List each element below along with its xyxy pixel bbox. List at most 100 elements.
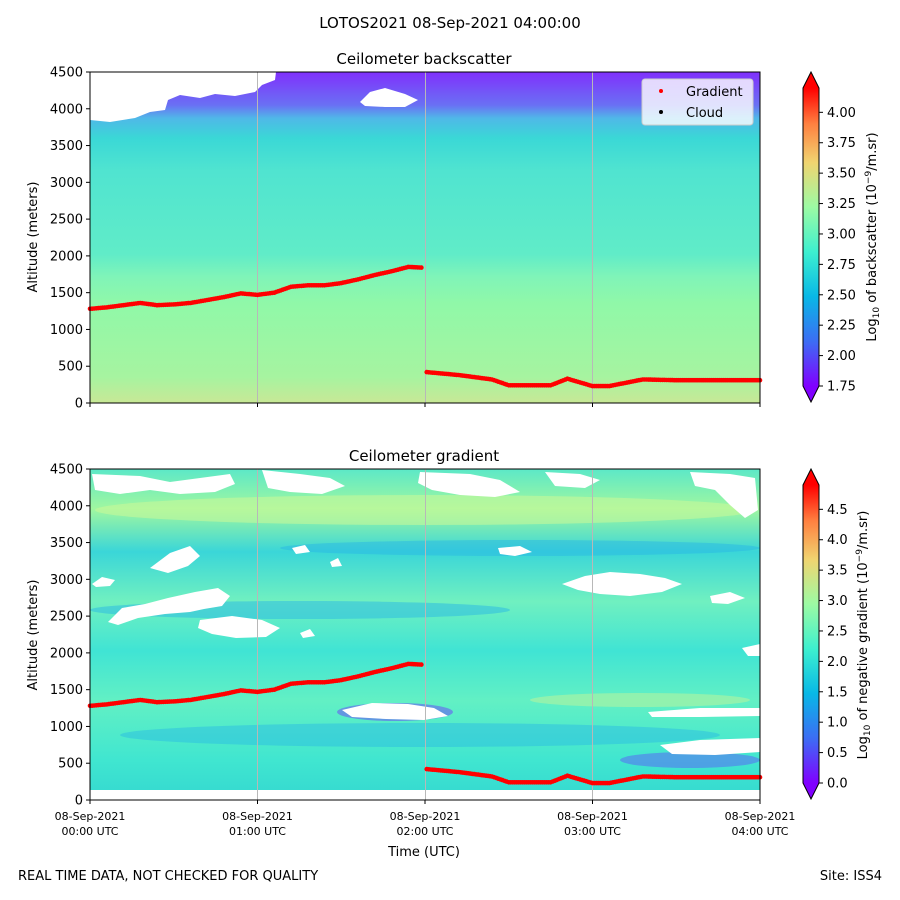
colorbar-tick-label: 2.5 [827,624,848,639]
colorbar-tick-label: 0.5 [827,746,848,761]
y-tick-label: 3000 [50,573,83,588]
figure-title: LOTOS2021 08-Sep-2021 04:00:00 [319,14,581,32]
colorbar-tick-label: 3.25 [827,197,856,212]
top-y-axis-label: Altitude (meters) [26,182,41,293]
top-y-axis: 0 500 1000 1500 2000 2500 3000 3500 4000 4500 [50,66,90,412]
y-tick-label: 1500 [50,286,83,301]
y-tick-label: 3000 [50,176,83,191]
x-tick-label-time: 01:00 UTC [229,825,286,838]
missing-data-region [342,703,448,720]
gridline-v [425,72,426,403]
x-tick-label-time: 04:00 UTC [731,825,788,838]
y-tick-label: 0 [75,794,83,809]
colorbar-tick-label: 1.5 [827,685,848,700]
colorbar-tick-label: 0.0 [827,777,848,792]
y-tick-label: 2000 [50,646,83,661]
gradient-series-bottom [87,661,763,786]
y-tick-label: 4500 [50,66,83,81]
colorbar-tick-label: 3.75 [827,136,856,151]
y-tick-label: 3500 [50,139,83,154]
colorbar-extend-max [803,469,819,485]
missing-data-region [300,629,315,638]
gridline-v [425,469,426,800]
colorbar-extend-min [803,783,819,799]
x-tick-label-date: 08-Sep-2021 [557,810,628,823]
colorbar-tick-label: 4.0 [827,533,848,548]
colorbar-tick-label: 3.50 [827,167,856,182]
legend-label-gradient: Gradient [686,85,743,100]
missing-data-region [292,545,310,554]
y-tick-label: 2500 [50,610,83,625]
missing-data-region [150,546,200,573]
y-tick-label: 0 [75,397,83,412]
top-colorbar-label: Log10 of backscatter (10−9/m.sr) [864,132,882,341]
top-x-ticks [89,403,761,407]
y-tick-label: 4000 [50,102,83,117]
legend-marker-gradient [659,89,663,93]
top-panel-title: Ceilometer backscatter [336,50,512,68]
missing-data-region [742,644,760,656]
colorbar-tick-label: 3.00 [827,227,856,242]
band-dark [120,723,720,747]
y-tick-label: 3500 [50,536,83,551]
bottom-colorbar-label: Log10 of negative gradient (10−9/m.sr) [855,511,873,760]
colorbar-extend-min [803,386,819,402]
y-tick-label: 2000 [50,249,83,264]
missing-data-region [418,472,520,497]
x-tick-label-date: 08-Sep-2021 [390,810,461,823]
bottom-x-axis: 08-Sep-2021 00:00 UTC 08-Sep-2021 01:00 UTC… [55,800,795,838]
gradient-series-top [87,264,763,389]
x-tick-label-time: 03:00 UTC [564,825,621,838]
missing-data-region [710,592,745,604]
bottom-y-axis: 0 500 1000 1500 2000 2500 3000 3500 4000 4500 [50,463,90,809]
top-colorbar: 1.75 2.00 2.25 2.50 2.75 3.00 3.25 3.50 3.75 4.00… [802,70,882,404]
backscatter-heatmap [87,71,763,404]
x-tick-label-date: 08-Sep-2021 [222,810,293,823]
y-tick-label: 1500 [50,683,83,698]
legend: Gradient Cloud [641,78,754,126]
y-tick-label: 500 [58,757,83,772]
gradient-point [419,662,424,667]
bottom-panel-title: Ceilometer gradient [349,447,499,465]
colorbar-gradient [803,88,819,386]
colorbar-tick-label: 2.0 [827,655,848,670]
bottom-colorbar: 0.0 0.5 1.0 1.5 2.0 2.5 3.0 3.5 4.0 4.5 Log10 of … [802,467,873,801]
colorbar-tick-label: 1.0 [827,716,848,731]
bottom-y-axis-label: Altitude (meters) [26,580,41,691]
band-light [530,693,750,707]
gridline-v [257,469,258,800]
x-tick-label-time: 00:00 UTC [61,825,118,838]
missing-data-region [198,616,280,638]
gradient-heatmap [87,468,763,801]
legend-label-cloud: Cloud [686,106,723,121]
y-tick-label: 4500 [50,463,83,478]
colorbar-tick-label: 1.75 [827,380,856,395]
y-tick-label: 1000 [50,323,83,338]
site-label: Site: ISS4 [819,869,882,884]
missing-data-region [92,474,235,494]
colorbar-tick-label: 3.5 [827,564,848,579]
legend-marker-cloud [659,110,663,114]
x-tick-label-date: 08-Sep-2021 [55,810,126,823]
legend-box [641,78,754,126]
colorbar-tick-label: 4.00 [827,106,856,121]
colorbar-extend-max [803,72,819,88]
y-tick-label: 2500 [50,213,83,228]
missing-data-region [262,470,345,494]
gridline-v [592,72,593,403]
gridline-v [592,469,593,800]
gridline-v [257,72,258,403]
y-tick-label: 500 [58,360,83,375]
colorbar-tick-label: 2.00 [827,349,856,364]
x-axis-label: Time (UTC) [387,845,460,860]
missing-data-region [648,708,760,717]
colorbar-gradient [803,485,819,783]
y-tick-label: 1000 [50,720,83,735]
gradient-point [419,265,424,270]
colorbar-tick-label: 4.5 [827,503,848,518]
missing-data-region [108,588,230,625]
bottom-colorbar-ticks: 0.0 0.5 1.0 1.5 2.0 2.5 3.0 3.5 4.0 4.5 [819,503,848,792]
missing-data-region [660,738,760,755]
missing-data-region [92,577,115,587]
